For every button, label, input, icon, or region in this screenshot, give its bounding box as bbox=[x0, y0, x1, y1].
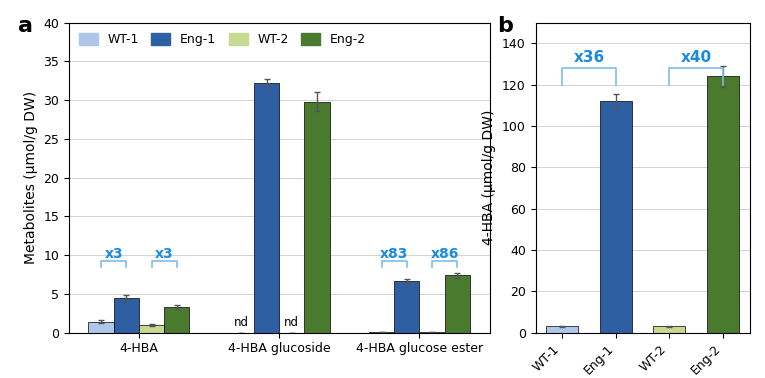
Bar bbox=[139, 325, 164, 333]
Legend: WT-1, Eng-1, WT-2, Eng-2: WT-1, Eng-1, WT-2, Eng-2 bbox=[75, 29, 370, 50]
Y-axis label: Metabolites (μmol/g DW): Metabolites (μmol/g DW) bbox=[24, 91, 37, 264]
Bar bbox=[419, 332, 444, 333]
Text: x3: x3 bbox=[104, 246, 123, 260]
Text: nd: nd bbox=[234, 316, 249, 329]
Text: x83: x83 bbox=[380, 246, 409, 260]
Text: x3: x3 bbox=[155, 246, 174, 260]
Bar bbox=[304, 102, 330, 333]
Bar bbox=[89, 322, 114, 333]
Text: x40: x40 bbox=[681, 50, 711, 65]
Text: x36: x36 bbox=[574, 50, 604, 65]
Bar bbox=[707, 76, 739, 333]
Bar bbox=[600, 101, 632, 333]
Bar bbox=[444, 275, 470, 333]
Text: nd: nd bbox=[285, 316, 299, 329]
Bar bbox=[653, 326, 685, 333]
Text: a: a bbox=[18, 17, 34, 37]
Bar bbox=[164, 307, 190, 333]
Text: b: b bbox=[497, 17, 513, 37]
Bar bbox=[546, 326, 578, 333]
Y-axis label: 4-HBA (μmol/g DW): 4-HBA (μmol/g DW) bbox=[483, 110, 496, 245]
Bar bbox=[114, 298, 139, 333]
Bar bbox=[394, 281, 419, 333]
Bar bbox=[369, 332, 394, 333]
Bar bbox=[254, 83, 279, 333]
Text: x86: x86 bbox=[431, 246, 459, 260]
